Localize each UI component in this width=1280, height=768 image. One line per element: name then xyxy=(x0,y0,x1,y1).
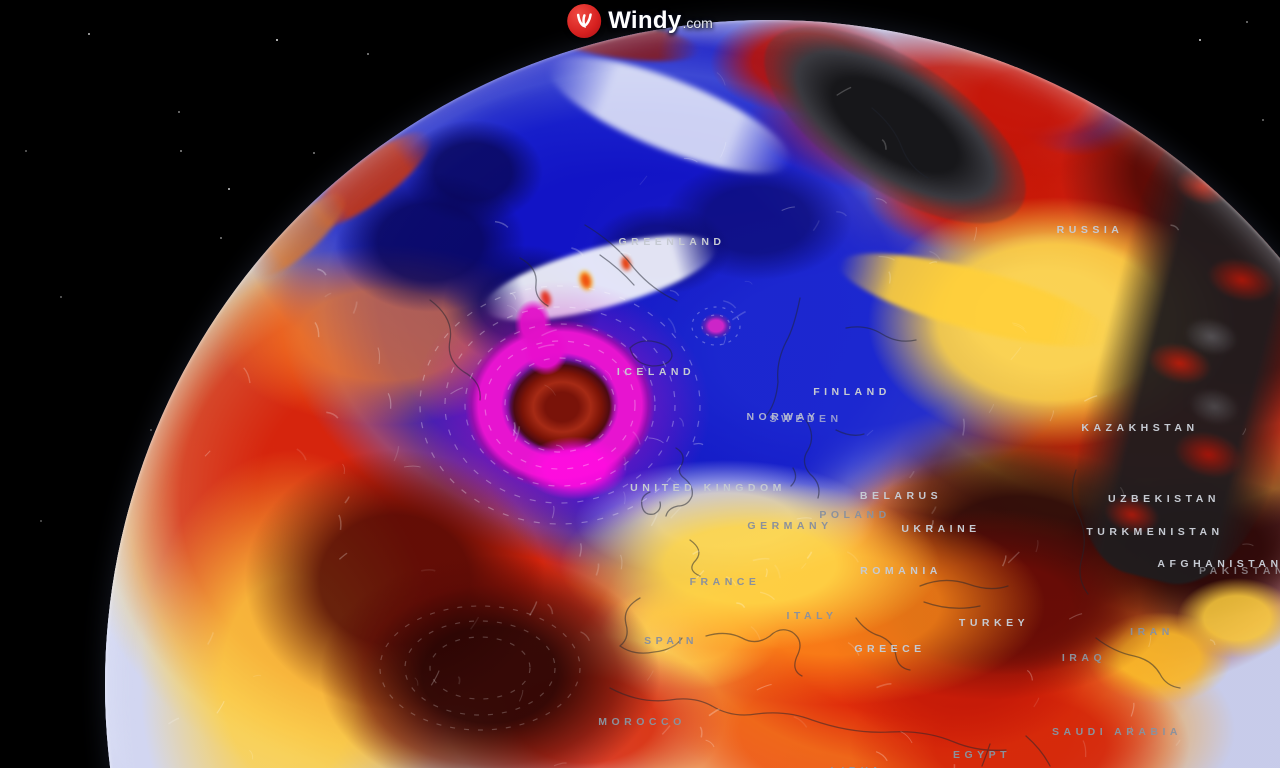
stars xyxy=(0,0,2,2)
country-label: SAUDI ARABIA xyxy=(1051,726,1183,738)
country-label: ITALY xyxy=(786,610,838,622)
globe-map[interactable]: GREENLAND RUSSIA ICELAND FINLAND NORWAY SWEDE… xyxy=(105,20,1280,768)
country-labels-layer: GREENLAND RUSSIA ICELAND FINLAND NORWAY SWEDE… xyxy=(105,20,1280,768)
country-label: GERMANY xyxy=(747,520,833,532)
country-label: TURKMENISTAN xyxy=(1086,526,1224,538)
country-label: RUSSIA xyxy=(1056,224,1124,236)
country-label: SWEDEN xyxy=(769,413,843,425)
windy-logo[interactable]: Windy .com xyxy=(567,4,713,38)
country-label: LIBYA xyxy=(830,765,883,768)
polar-vortex-magenta xyxy=(105,20,1280,768)
windy-logo-icon xyxy=(567,4,602,38)
country-label: PAKISTAN xyxy=(1198,565,1280,577)
country-label: IRAQ xyxy=(1061,652,1107,664)
country-label: UNITED KINGDOM xyxy=(630,482,786,494)
wind-streamlines-overlay xyxy=(168,72,1254,768)
country-label: NORWAY xyxy=(746,411,820,423)
logo-brand-text: Windy xyxy=(608,7,682,34)
country-label: BELARUS xyxy=(859,490,943,502)
logo-tld-text: .com xyxy=(682,15,713,31)
country-label: SPAIN xyxy=(644,635,698,647)
country-label: FRANCE xyxy=(689,576,761,588)
country-label: IRAN xyxy=(1130,626,1174,638)
country-label: EGYPT xyxy=(952,749,1012,761)
country-label: FINLAND xyxy=(813,386,891,398)
country-label: GREECE xyxy=(854,643,926,655)
country-label: UKRAINE xyxy=(901,523,981,535)
country-label: GREENLAND xyxy=(618,236,726,248)
coastlines-overlay xyxy=(429,107,1181,767)
country-label: ROMANIA xyxy=(860,565,942,577)
country-label: AFGHANISTAN xyxy=(1157,558,1280,570)
country-label: TURKEY xyxy=(958,617,1030,629)
country-label: UZBEKISTAN xyxy=(1108,493,1220,505)
country-label: KAZAKHSTAN xyxy=(1081,422,1199,434)
windy-logo-text: Windy .com xyxy=(608,7,713,35)
country-label: MOROCCO xyxy=(598,716,686,728)
country-label: ICELAND xyxy=(616,366,696,378)
country-label: POLAND xyxy=(819,509,891,521)
